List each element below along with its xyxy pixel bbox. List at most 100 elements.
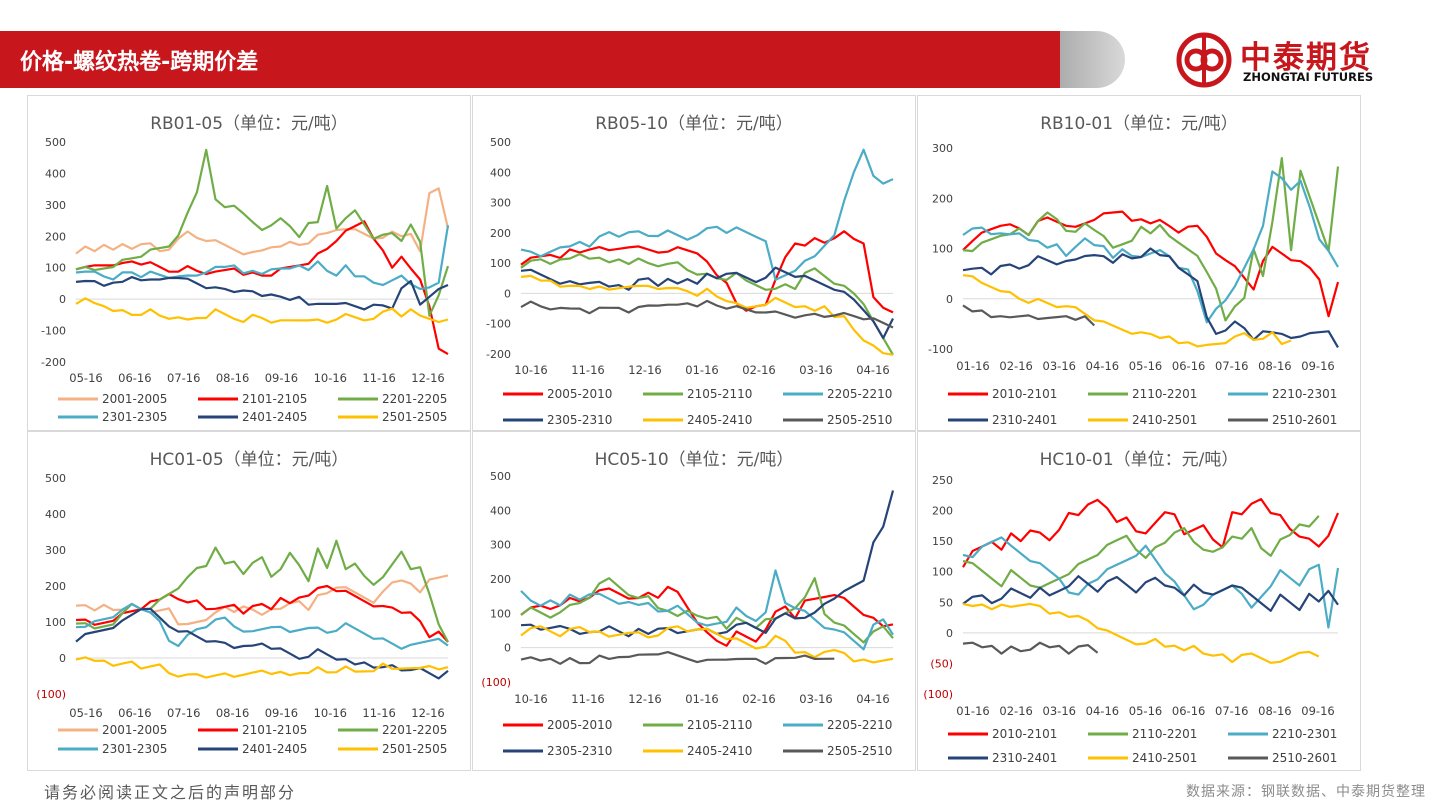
legend-label: 2010-2101 — [992, 387, 1057, 401]
logo-text-en: ZHONGTAI FUTURES — [1243, 70, 1374, 84]
series-line-2205-2210 — [520, 148, 894, 281]
x-tick-label: 02-16 — [742, 692, 775, 706]
y-tick-label: 200 — [45, 580, 66, 593]
data-source-text: 数据来源：钢联数据、中泰期货整理 — [1186, 784, 1426, 800]
x-tick-label: 06-16 — [1172, 704, 1205, 718]
y-tick-label: -200 — [486, 348, 511, 361]
y-tick-label: 0 — [946, 627, 953, 640]
x-tick-label: 02-16 — [999, 704, 1032, 718]
zhongtai-logo-icon — [1176, 32, 1232, 88]
legend-label: 2501-2505 — [382, 742, 447, 756]
series-line-2001-2005 — [75, 574, 449, 626]
y-tick-label: 400 — [45, 167, 66, 180]
series-line-2305-2310 — [520, 266, 894, 340]
y-tick-label: -100 — [41, 325, 66, 338]
legend-label: 2101-2105 — [242, 723, 307, 737]
legend-label: 2105-2110 — [687, 387, 752, 401]
x-tick-label: 10-16 — [314, 371, 347, 385]
legend-label: 2005-2010 — [547, 718, 612, 732]
chart-title: RB01-05（单位：元/吨） — [150, 114, 348, 134]
x-tick-label: 08-16 — [216, 706, 249, 720]
y-tick-label: 200 — [45, 230, 66, 243]
series-line-2310-2401 — [962, 247, 1339, 348]
y-tick-label: 0 — [59, 293, 66, 306]
legend-label: 2505-2510 — [827, 744, 892, 758]
chart-title: HC10-01（单位：元/吨） — [1040, 450, 1239, 470]
x-tick-label: 11-16 — [571, 692, 604, 706]
series-line-2505-2510 — [520, 651, 835, 665]
x-tick-label: 02-16 — [999, 359, 1032, 373]
y-tick-label: -100 — [928, 343, 953, 356]
y-tick-label: 100 — [932, 566, 953, 579]
series-line-2210-2301 — [962, 536, 1340, 629]
x-tick-label: 01-16 — [685, 363, 718, 377]
chart-title: RB05-10（单位：元/吨） — [595, 114, 793, 134]
series-line-2201-2205 — [75, 148, 450, 317]
y-tick-label: 0 — [504, 287, 511, 300]
series-line-2401-2405 — [75, 276, 449, 311]
chart-panel-hc1001: HC10-01（单位：元/吨） 250 200 150 100 50 0 (50) (100) 0… — [917, 431, 1361, 771]
series-line-2105-2110 — [520, 253, 894, 356]
logo-text-cn: 中泰期货 — [1240, 40, 1372, 76]
y-tick-label: 200 — [932, 505, 953, 518]
legend-label: 2201-2205 — [382, 392, 447, 406]
y-tick-label: 200 — [490, 573, 511, 586]
x-tick-label: 07-16 — [1215, 359, 1248, 373]
series-line-2510-2601 — [962, 641, 1099, 655]
disclaimer-text: 请务必阅读正文之后的声明部分 — [44, 783, 297, 802]
x-tick-label: 06-16 — [118, 706, 151, 720]
legend-label: 2301-2305 — [102, 742, 167, 756]
legend-label: 2205-2210 — [827, 387, 892, 401]
x-tick-label: 03-16 — [1043, 704, 1076, 718]
y-tick-label: (50) — [930, 657, 953, 670]
x-tick-label: 07-16 — [1215, 704, 1248, 718]
x-tick-label: 01-16 — [956, 359, 989, 373]
series-line-2101-2105 — [75, 220, 449, 356]
x-tick-label: 04-16 — [856, 692, 889, 706]
y-tick-label: 300 — [45, 199, 66, 212]
x-tick-label: 07-16 — [167, 706, 200, 720]
y-tick-label: 400 — [490, 166, 511, 179]
x-tick-label: 09-16 — [1301, 704, 1334, 718]
x-tick-label: 04-16 — [856, 363, 889, 377]
y-tick-label: 300 — [45, 544, 66, 557]
y-tick-label: 0 — [504, 642, 511, 655]
legend-label: 2510-2601 — [1272, 751, 1337, 765]
series-line-2110-2201 — [962, 515, 1320, 589]
chart-panel-rb0105: RB01-05（单位：元/吨） 500 400 300 200 100 0 -100 -200 0… — [27, 95, 471, 431]
y-tick-label: 100 — [45, 262, 66, 275]
y-tick-label: 100 — [490, 257, 511, 270]
legend-label: 2005-2010 — [547, 387, 612, 401]
series-line-2410-2501 — [962, 602, 1320, 664]
legend-label: 2210-2301 — [1272, 387, 1337, 401]
x-tick-label: 08-16 — [1258, 704, 1291, 718]
series-line-2301-2305 — [75, 602, 449, 650]
legend-label: 2310-2401 — [992, 751, 1057, 765]
chart-title: RB10-01（单位：元/吨） — [1040, 114, 1238, 134]
legend-label: 2410-2501 — [1132, 413, 1197, 427]
y-tick-label: 50 — [939, 596, 953, 609]
x-tick-label: 11-16 — [571, 363, 604, 377]
series-line-2505-2510 — [520, 299, 894, 329]
page-title: 价格-螺纹热卷-跨期价差 — [20, 50, 259, 75]
x-tick-label: 12-16 — [411, 371, 444, 385]
legend-label: 2310-2401 — [992, 413, 1057, 427]
x-tick-label: 12-16 — [411, 706, 444, 720]
series-line-2405-2410 — [520, 274, 894, 356]
x-tick-label: 08-16 — [1258, 359, 1291, 373]
series-line-2010-2101 — [962, 210, 1340, 318]
series-line-2201-2205 — [75, 539, 449, 643]
legend-label: 2101-2105 — [242, 392, 307, 406]
x-tick-label: 10-16 — [514, 692, 547, 706]
y-tick-label: 300 — [490, 539, 511, 552]
x-tick-label: 03-16 — [1043, 359, 1076, 373]
y-tick-label: 0 — [946, 293, 953, 306]
series-line-2205-2210 — [520, 569, 894, 651]
y-tick-label: 400 — [45, 508, 66, 521]
legend-label: 2301-2305 — [102, 410, 167, 424]
series-line-2001-2005 — [75, 187, 450, 256]
x-tick-label: 10-16 — [514, 363, 547, 377]
chart-panel-hc0510: HC05-10（单位：元/吨） 500 400 300 200 100 0 (100) 10-1… — [472, 431, 916, 771]
chart-title: HC01-05（单位：元/吨） — [150, 450, 349, 470]
x-tick-label: 02-16 — [742, 363, 775, 377]
